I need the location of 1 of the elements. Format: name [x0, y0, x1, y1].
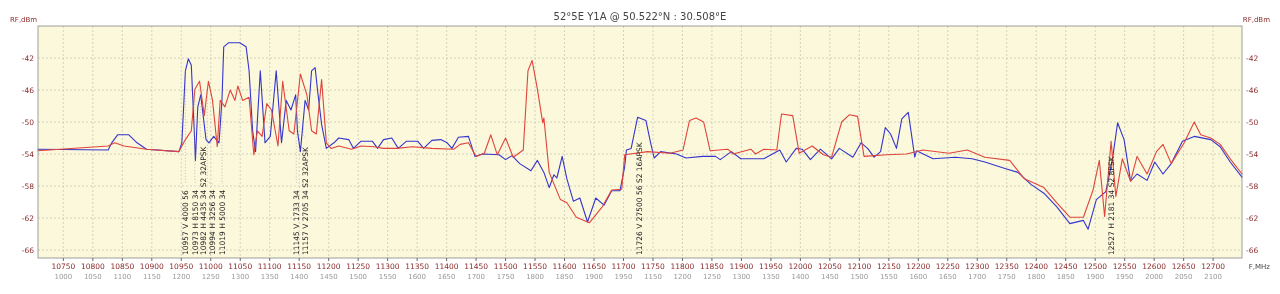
chart-title: 52°5E Y1A @ 50.522°N : 30.508°E	[553, 11, 727, 22]
